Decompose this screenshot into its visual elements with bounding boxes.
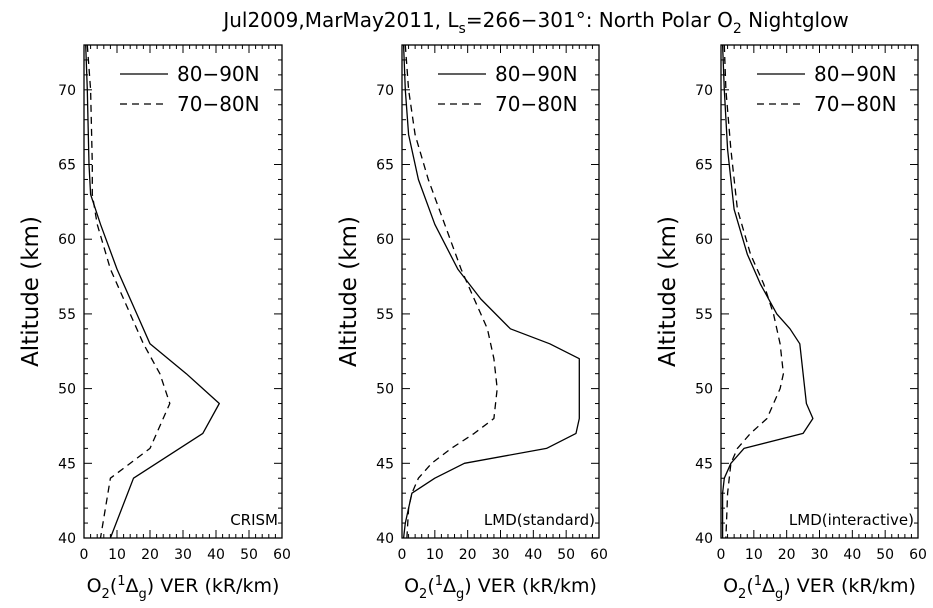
y-tick-label: 70	[58, 83, 76, 99]
x-tick-label: 30	[811, 547, 829, 563]
chart-panel-2: 0 10 20 30 40 50 60 40 45 50 55 60 65 70 Altitude (km)…	[336, 44, 608, 602]
series-line-70-80n	[404, 44, 498, 539]
chart-panel-3: 0 10 20 30 40 50 60 40 45 50 55 60 65 70 Altitude (km)…	[655, 44, 927, 602]
x-tick-label: 50	[557, 547, 575, 563]
y-tick-label: 55	[695, 307, 713, 323]
plot-frame	[720, 44, 919, 539]
y-tick-label: 60	[695, 232, 713, 248]
series-line-70-80n	[86, 44, 171, 539]
x-tick-label: 50	[876, 547, 894, 563]
y-tick-label: 65	[376, 158, 394, 174]
x-tick-label: 60	[590, 547, 608, 563]
chart-title: Jul2009,MarMay2011, Ls=266−301°: North P…	[221, 8, 848, 37]
x-axis-label: O2(1Δg) VER (kR/km)	[404, 574, 597, 602]
legend-label-70-80n: 70−80N	[177, 92, 260, 116]
x-tick-label: 20	[459, 547, 477, 563]
x-tick-label: 20	[778, 547, 796, 563]
x-tick-label: 40	[524, 547, 542, 563]
x-tick-label: 10	[745, 547, 763, 563]
panel-label: LMD(interactive)	[789, 511, 914, 529]
x-tick-label: 0	[80, 547, 89, 563]
x-tick-label: 0	[398, 547, 407, 563]
x-tick-label: 40	[843, 547, 861, 563]
x-tick-label: 10	[426, 547, 444, 563]
panel-label: CRISM	[230, 511, 278, 529]
y-tick-label: 50	[695, 382, 713, 398]
y-tick-label: 70	[695, 83, 713, 99]
x-tick-label: 10	[108, 547, 126, 563]
x-tick-label: 30	[174, 547, 192, 563]
y-tick-label: 40	[695, 531, 713, 547]
x-tick-label: 20	[141, 547, 159, 563]
panels: 0 10 20 30 40 50 60 40 45 50 55 60 65 70 Altitude (km)…	[18, 44, 927, 602]
series-line-80-90n	[402, 44, 580, 539]
y-tick-label: 60	[376, 232, 394, 248]
y-tick-label: 65	[695, 158, 713, 174]
plot-frame	[83, 44, 283, 539]
panel-label: LMD(standard)	[484, 511, 595, 529]
y-tick-label: 55	[376, 307, 394, 323]
y-tick-label: 40	[376, 531, 394, 547]
y-tick-label: 45	[695, 456, 713, 472]
y-tick-label: 50	[376, 382, 394, 398]
series-line-80-90n	[85, 44, 220, 539]
legend-label-80-90n: 80−90N	[495, 62, 578, 86]
legend-label-80-90n: 80−90N	[814, 62, 897, 86]
x-tick-label: 0	[717, 547, 726, 563]
y-tick-label: 40	[58, 531, 76, 547]
y-axis-label: Altitude (km)	[336, 216, 362, 367]
x-tick-label: 60	[273, 547, 291, 563]
plot-frame	[401, 44, 600, 539]
y-axis-label: Altitude (km)	[18, 216, 44, 367]
legend-label-80-90n: 80−90N	[177, 62, 260, 86]
x-tick-label: 30	[492, 547, 510, 563]
x-tick-label: 50	[240, 547, 258, 563]
x-axis-label: O2(1Δg) VER (kR/km)	[87, 574, 280, 602]
y-tick-label: 65	[58, 158, 76, 174]
series-line-80-90n	[721, 44, 814, 538]
legend-label-70-80n: 70−80N	[495, 92, 578, 116]
chart-panel-1: 0 10 20 30 40 50 60 40 45 50 55 60 65 70 Altitude (km)…	[18, 44, 291, 602]
y-tick-label: 50	[58, 382, 76, 398]
x-tick-label: 60	[909, 547, 927, 563]
y-tick-label: 55	[58, 307, 76, 323]
legend-label-70-80n: 70−80N	[814, 92, 897, 116]
y-axis-label: Altitude (km)	[655, 216, 681, 367]
y-tick-label: 45	[376, 456, 394, 472]
x-tick-label: 40	[207, 547, 225, 563]
x-axis-label: O2(1Δg) VER (kR/km)	[723, 574, 916, 602]
series-line-70-80n	[723, 44, 785, 539]
y-tick-label: 45	[58, 456, 76, 472]
y-tick-label: 60	[58, 232, 76, 248]
y-tick-label: 70	[376, 83, 394, 99]
